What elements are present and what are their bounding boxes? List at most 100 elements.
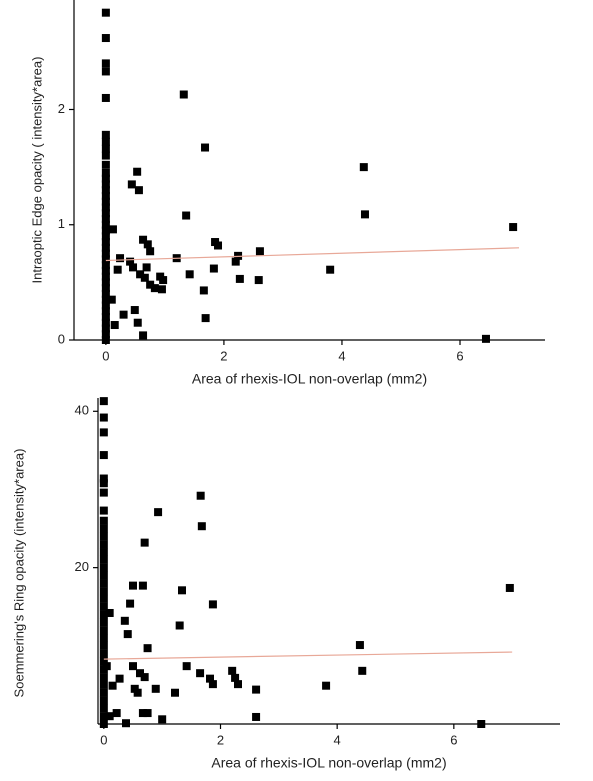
x-tick-label: 2: [220, 348, 227, 363]
point: [182, 211, 191, 220]
x-tick-label: 6: [456, 348, 463, 363]
point: [101, 197, 110, 206]
point: [101, 151, 110, 160]
point: [101, 160, 110, 169]
point: [182, 662, 191, 671]
point: [235, 274, 244, 283]
point: [101, 137, 110, 146]
point: [101, 307, 110, 316]
point: [201, 314, 210, 323]
point: [99, 506, 108, 515]
point: [99, 540, 108, 549]
point: [115, 674, 124, 683]
point: [101, 130, 110, 139]
point: [99, 479, 108, 488]
y-tick-label: 0: [58, 331, 65, 346]
point: [140, 273, 149, 282]
point: [101, 336, 110, 344]
point: [99, 680, 108, 689]
point: [231, 257, 240, 266]
x-tick-label: 0: [102, 348, 109, 363]
x-tick-label: 6: [450, 732, 457, 747]
point: [99, 571, 108, 580]
point: [120, 616, 129, 625]
point: [99, 626, 108, 635]
point: [110, 321, 119, 330]
point: [101, 144, 110, 153]
y-tick-label: 1: [58, 216, 65, 231]
point: [101, 191, 110, 200]
point: [99, 532, 108, 541]
x-tick-label: 4: [338, 348, 345, 363]
point: [129, 263, 138, 272]
point: [150, 284, 159, 293]
point: [112, 709, 121, 718]
point: [99, 397, 108, 406]
point: [116, 254, 125, 263]
point: [138, 581, 147, 590]
point: [99, 704, 108, 713]
point: [159, 276, 168, 285]
point: [140, 538, 149, 547]
point: [101, 186, 110, 195]
point: [154, 508, 163, 517]
point: [108, 225, 117, 234]
point: [99, 428, 108, 437]
point: [101, 324, 110, 333]
point: [477, 720, 486, 728]
point: [99, 696, 108, 705]
point: [101, 289, 110, 298]
point: [113, 265, 122, 274]
point: [142, 263, 151, 272]
point: [171, 688, 179, 697]
point: [101, 238, 110, 247]
point: [326, 265, 335, 274]
y-axis-label: Intraoptic Edge opacity ( intensity*area…: [29, 57, 44, 284]
point: [122, 719, 130, 728]
point: [133, 167, 142, 176]
point: [206, 674, 214, 683]
point: [119, 310, 128, 319]
point: [102, 662, 111, 671]
point: [130, 306, 139, 315]
point: [101, 261, 110, 270]
point: [208, 600, 217, 609]
point: [196, 491, 205, 500]
point: [199, 286, 208, 295]
point: [322, 681, 331, 690]
point: [101, 295, 110, 304]
point: [99, 488, 108, 497]
point: [129, 581, 137, 590]
point: [99, 516, 108, 525]
point: [99, 657, 108, 666]
x-tick-label: 2: [217, 732, 224, 747]
point: [101, 67, 110, 76]
point: [143, 644, 152, 653]
point: [208, 680, 217, 689]
point: [252, 685, 261, 694]
point: [201, 143, 210, 152]
point: [108, 681, 117, 690]
point: [254, 276, 263, 285]
point: [101, 255, 110, 264]
point: [228, 666, 237, 675]
point: [107, 295, 116, 304]
point: [127, 180, 136, 189]
point: [101, 203, 110, 212]
point: [99, 618, 108, 627]
point: [359, 163, 368, 172]
point: [99, 587, 108, 596]
point: [99, 579, 108, 588]
point: [209, 264, 218, 273]
point: [134, 186, 143, 195]
point: [101, 59, 110, 68]
point: [99, 555, 108, 564]
point: [505, 583, 514, 592]
point: [481, 334, 490, 343]
point: [123, 630, 132, 639]
point: [136, 270, 145, 279]
point: [101, 312, 110, 321]
point: [139, 331, 148, 340]
point: [101, 209, 110, 218]
x-axis-label: Area of rhexis-IOL non-overlap (mm2): [192, 371, 427, 387]
